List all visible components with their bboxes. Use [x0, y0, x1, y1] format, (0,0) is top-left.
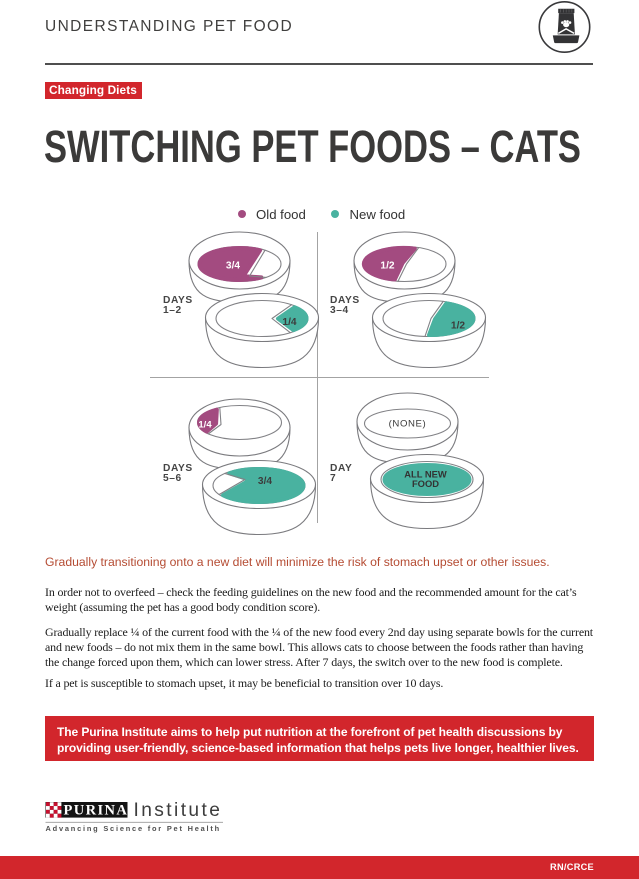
svg-text:PURINA: PURINA [64, 803, 129, 819]
svg-text:ALL NEW: ALL NEW [404, 469, 447, 480]
svg-text:FOOD: FOOD [412, 478, 439, 489]
svg-text:Advancing Science for Pet Heal: Advancing Science for Pet Health [46, 824, 221, 833]
svg-text:Institute: Institute [134, 800, 223, 821]
svg-text:1/4: 1/4 [282, 317, 296, 328]
svg-text:3/4: 3/4 [226, 261, 240, 272]
svg-text:3/4: 3/4 [258, 476, 272, 487]
svg-text:(NONE): (NONE) [389, 419, 427, 430]
svg-text:1/4: 1/4 [198, 420, 212, 431]
svg-text:1/2: 1/2 [451, 321, 465, 332]
svg-text:1/2: 1/2 [380, 261, 394, 272]
